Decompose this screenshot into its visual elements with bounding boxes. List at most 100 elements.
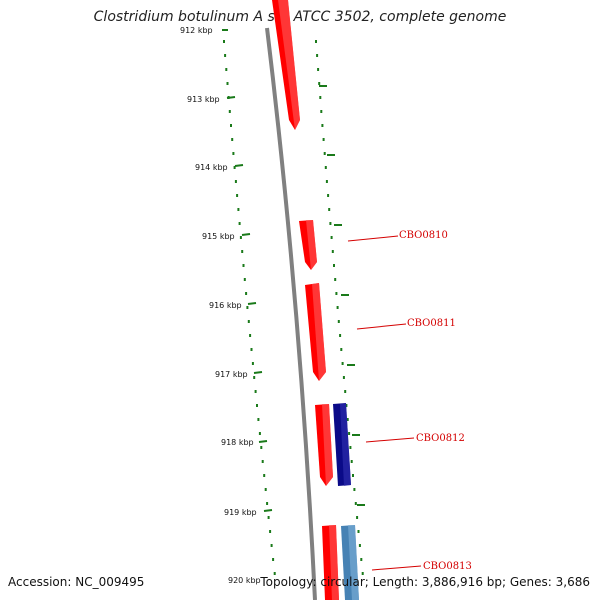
inner-scale-dot — [273, 572, 276, 575]
outer-scale-dot — [345, 404, 348, 407]
outer-scale-dot — [360, 558, 363, 561]
outer-scale-dot — [321, 124, 324, 127]
inner-scale-dot — [263, 474, 266, 477]
inner-scale-dot — [228, 110, 231, 113]
inner-scale-dot — [226, 82, 229, 85]
outer-scale-dot — [331, 250, 334, 253]
outer-scale-dot — [336, 306, 339, 309]
inner-scale-dot — [272, 558, 275, 561]
outer-scale-dot — [356, 516, 359, 519]
inner-scale-dot — [236, 194, 239, 197]
outer-scale-dot — [354, 502, 357, 505]
outer-scale-dot — [319, 96, 322, 99]
gene-label-cbo0810[interactable]: CBO0810 — [399, 230, 448, 241]
outer-scale-dot — [327, 194, 330, 197]
inner-scale-dot — [225, 68, 228, 71]
inner-scale-dot — [261, 460, 264, 463]
genome-summary-text: Topology: circular; Length: 3,886,916 bp… — [260, 575, 590, 589]
outer-scale-dot — [357, 530, 360, 533]
inner-scale-dot — [246, 306, 249, 309]
outer-scale-dot — [349, 446, 352, 449]
inner-scale-dot — [258, 432, 261, 435]
scale-label-913: 913 kbp — [187, 95, 220, 104]
scale-label-917: 917 kbp — [215, 370, 248, 379]
outer-scale-dot — [328, 208, 331, 211]
outer-scale-dot — [361, 572, 364, 575]
outer-scale — [315, 40, 364, 575]
inner-scale-dot — [243, 278, 246, 281]
gene-feature-cbo0810[interactable] — [299, 220, 317, 270]
gene-feature-cbo0812a[interactable] — [315, 404, 333, 486]
outer-scale-dot — [352, 474, 354, 477]
forward-genes — [272, 0, 339, 600]
gene-feature-cbo0809[interactable] — [272, 0, 300, 130]
scale-label-915: 915 kbp — [202, 232, 235, 241]
inner-scale-dot — [269, 530, 272, 533]
outer-scale-dot — [315, 40, 317, 43]
inner-scale-dot — [233, 166, 236, 169]
gene-label-cbo0812[interactable]: CBO0812 — [416, 433, 465, 444]
outer-scale-dot — [340, 348, 343, 351]
outer-scale-dot — [353, 488, 356, 491]
inner-scale-dot — [234, 180, 237, 183]
inner-major-ticks — [226, 96, 273, 512]
scale-label-914: 914 kbp — [195, 163, 228, 172]
scale-label-919: 919 kbp — [224, 508, 257, 517]
scale-label-920: 920 kbp — [228, 576, 261, 585]
inner-scale-dot — [237, 208, 240, 211]
outer-scale-dot — [358, 544, 361, 547]
inner-scale-dot — [223, 40, 225, 43]
inner-scale-dot — [245, 292, 248, 295]
inner-scale-dot — [249, 334, 252, 337]
outer-scale-dot — [348, 432, 351, 435]
outer-scale-dot — [322, 138, 325, 141]
gene-label-leaders — [347, 235, 422, 571]
map-title: Clostridium botulinum A str. ATCC 3502, … — [93, 9, 507, 25]
scale-label-912: 912 kbp — [180, 26, 213, 35]
outer-major-ticks — [319, 85, 365, 506]
inner-scale-dot — [257, 418, 260, 421]
inner-scale-dot — [241, 250, 244, 253]
gene-label-cbo0813[interactable]: CBO0813 — [423, 561, 472, 572]
outer-scale-dot — [318, 82, 321, 85]
outer-scale-dot — [339, 334, 342, 337]
inner-scale-dot — [270, 544, 273, 547]
outer-scale-dot — [329, 222, 332, 225]
inner-scale-dot — [253, 376, 256, 379]
outer-scale-dot — [333, 264, 335, 267]
inner-scale-dot — [247, 320, 250, 323]
outer-scale-dot — [341, 362, 344, 365]
inner-scale-dot — [256, 404, 258, 407]
gene-feature-cbo0811[interactable] — [305, 283, 326, 381]
inner-scale-dot — [250, 348, 253, 351]
gene-feature-cbo0812[interactable] — [333, 403, 351, 486]
outer-scale-dot — [350, 460, 353, 463]
gene-feature-cbo0813a[interactable] — [322, 525, 339, 600]
inner-scale-dot — [267, 516, 270, 519]
inner-scale-dot — [264, 488, 267, 491]
outer-scale-dot — [337, 320, 340, 323]
outer-scale-dot — [344, 390, 347, 393]
inner-scale-dot — [230, 124, 232, 127]
gene-feature-cbo0813[interactable] — [341, 525, 359, 600]
inner-scale-dot — [239, 236, 242, 239]
inner-scale-dot — [251, 362, 254, 365]
outer-scale-dot — [335, 292, 338, 295]
inner-scale-dot — [266, 502, 269, 505]
gene-label-cbo0811[interactable]: CBO0811 — [407, 318, 456, 329]
genome-backbone — [265, 27, 317, 600]
outer-scale-dot — [320, 110, 323, 113]
outer-scale-dot — [342, 376, 345, 379]
scale-label-918: 918 kbp — [221, 438, 254, 447]
inner-scale-dot — [260, 446, 263, 449]
inner-scale-dot — [231, 138, 234, 141]
inner-scale-dot — [242, 264, 245, 267]
accession-text: Accession: NC_009495 — [8, 575, 145, 589]
outer-scale-dot — [316, 54, 319, 57]
outer-scale-dot — [330, 236, 333, 239]
outer-scale-dot — [346, 418, 349, 421]
outer-scale-dot — [325, 180, 328, 183]
outer-scale-dot — [334, 278, 337, 281]
inner-scale-dot — [224, 54, 227, 57]
